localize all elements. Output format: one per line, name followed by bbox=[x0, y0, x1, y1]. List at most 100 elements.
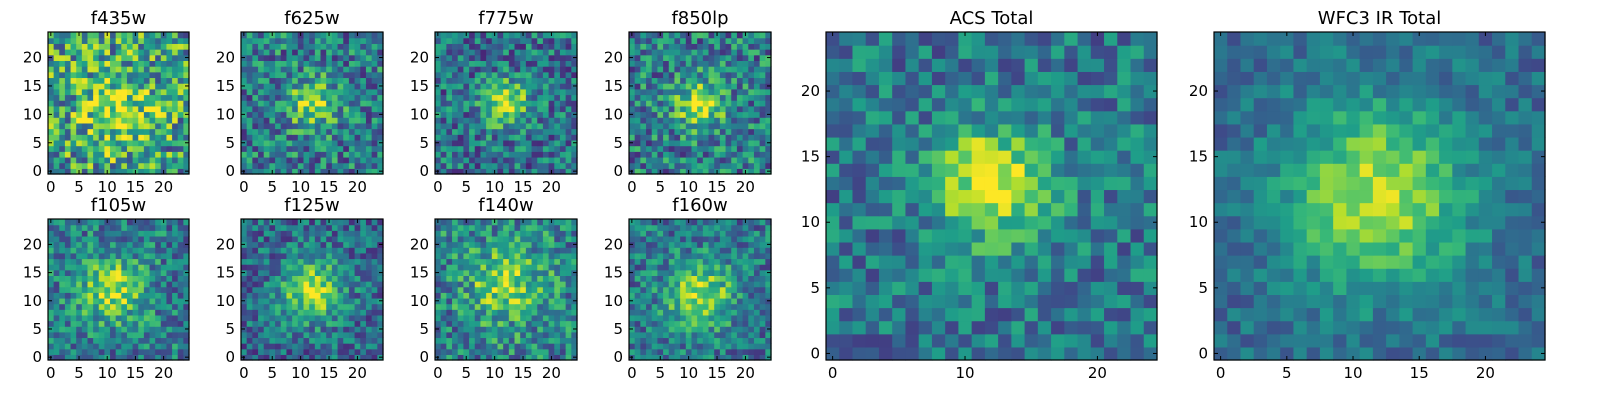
pixel-cell bbox=[275, 219, 282, 226]
pixel-cell bbox=[64, 77, 72, 84]
pixel-cell bbox=[725, 275, 732, 282]
pixel-cell bbox=[714, 145, 721, 152]
pixel-cell bbox=[160, 37, 168, 44]
pixel-cell bbox=[331, 145, 339, 152]
pixel-cell bbox=[303, 77, 310, 84]
pixel-cell bbox=[542, 326, 550, 333]
pixel-cell bbox=[469, 71, 476, 79]
pixel-cell bbox=[531, 354, 538, 361]
pixel-cell bbox=[736, 309, 744, 316]
pixel-cell bbox=[149, 168, 156, 175]
pixel-cell bbox=[166, 100, 173, 107]
pixel-cell bbox=[571, 348, 578, 355]
pixel-cell bbox=[258, 83, 265, 90]
pixel-cell bbox=[629, 151, 636, 158]
pixel-cell bbox=[326, 281, 333, 288]
pixel-cell bbox=[104, 241, 111, 248]
pixel-cell bbox=[337, 134, 344, 141]
pixel-cell bbox=[286, 292, 293, 299]
pixel-cell bbox=[275, 111, 282, 118]
pixel-cell bbox=[172, 32, 179, 39]
pixel-cell bbox=[554, 105, 561, 113]
pixel-cell bbox=[241, 117, 248, 124]
pixel-cell bbox=[360, 111, 367, 118]
pixel-cell bbox=[76, 100, 83, 107]
pixel-cell bbox=[520, 258, 527, 265]
pixel-cell bbox=[520, 105, 527, 113]
pixel-cell bbox=[280, 292, 288, 299]
pixel-cell bbox=[748, 303, 755, 310]
pixel-cell bbox=[377, 105, 384, 113]
pixel-cell bbox=[469, 60, 476, 67]
pixel-cell bbox=[663, 326, 670, 333]
pixel-cell bbox=[731, 49, 738, 56]
pixel-cell bbox=[474, 54, 482, 61]
pixel-cell bbox=[446, 235, 453, 243]
pixel-cell bbox=[143, 275, 151, 282]
pixel-cell bbox=[697, 71, 704, 79]
pixel-cell bbox=[497, 292, 504, 299]
pixel-cell bbox=[377, 247, 384, 254]
pixel-cell bbox=[736, 134, 744, 141]
pixel-cell bbox=[360, 264, 367, 271]
pixel-cell bbox=[297, 156, 305, 164]
pixel-cell bbox=[309, 303, 316, 310]
pixel-cell bbox=[503, 281, 510, 288]
pixel-cell bbox=[714, 134, 721, 141]
pixel-cell bbox=[309, 309, 316, 316]
pixel-cell bbox=[59, 32, 66, 39]
pixel-cell bbox=[166, 224, 173, 231]
pixel-cell bbox=[554, 292, 561, 299]
pixel-cell bbox=[263, 145, 270, 152]
pixel-cell bbox=[172, 320, 179, 327]
pixel-cell bbox=[537, 54, 544, 61]
pixel-cell bbox=[241, 151, 248, 158]
pixel-cell bbox=[320, 168, 327, 175]
pixel-cell bbox=[354, 320, 361, 327]
pixel-cell bbox=[183, 88, 190, 96]
pixel-cell bbox=[269, 292, 276, 299]
pixel-cell bbox=[59, 37, 66, 44]
pixel-cell bbox=[469, 269, 476, 276]
pixel-cell bbox=[497, 54, 504, 61]
pixel-cell bbox=[525, 94, 533, 101]
pixel-cell bbox=[280, 151, 288, 158]
pixel-cell bbox=[680, 354, 687, 361]
pixel-cell bbox=[435, 252, 442, 260]
pixel-cell bbox=[292, 252, 299, 260]
pixel-cell bbox=[337, 71, 344, 79]
pixel-cell bbox=[474, 105, 482, 113]
pixel-cell bbox=[320, 303, 327, 310]
pixel-cell bbox=[93, 275, 100, 282]
pixel-cell bbox=[469, 145, 476, 152]
pixel-cell bbox=[365, 326, 373, 333]
pixel-cell bbox=[474, 320, 482, 327]
pixel-cell bbox=[640, 128, 647, 135]
pixel-cell bbox=[76, 162, 83, 169]
pixel-cell bbox=[668, 128, 676, 135]
pixel-cell bbox=[497, 111, 504, 118]
pixel-cell bbox=[64, 111, 72, 118]
pixel-cell bbox=[697, 297, 704, 305]
pixel-cell bbox=[303, 326, 310, 333]
pixel-cell bbox=[326, 337, 333, 344]
pixel-cell bbox=[365, 49, 373, 56]
pixel-cell bbox=[337, 224, 344, 231]
pixel-cell bbox=[702, 122, 710, 130]
pixel-cell bbox=[309, 71, 316, 79]
pixel-cell bbox=[452, 139, 459, 147]
pixel-cell bbox=[520, 111, 527, 118]
pixel-cell bbox=[160, 286, 168, 293]
pixel-cell bbox=[497, 162, 504, 169]
pixel-cell bbox=[525, 105, 533, 113]
pixel-cell bbox=[742, 100, 749, 107]
pixel-cell bbox=[742, 292, 749, 299]
pixel-cell bbox=[177, 219, 184, 226]
pixel-cell bbox=[565, 77, 572, 84]
pixel-cell bbox=[343, 230, 350, 237]
pixel-cell bbox=[377, 77, 384, 84]
pixel-cell bbox=[725, 49, 732, 56]
pixel-cell bbox=[115, 331, 122, 339]
y-tick-label: 10 bbox=[23, 292, 42, 310]
pixel-cell bbox=[537, 100, 544, 107]
